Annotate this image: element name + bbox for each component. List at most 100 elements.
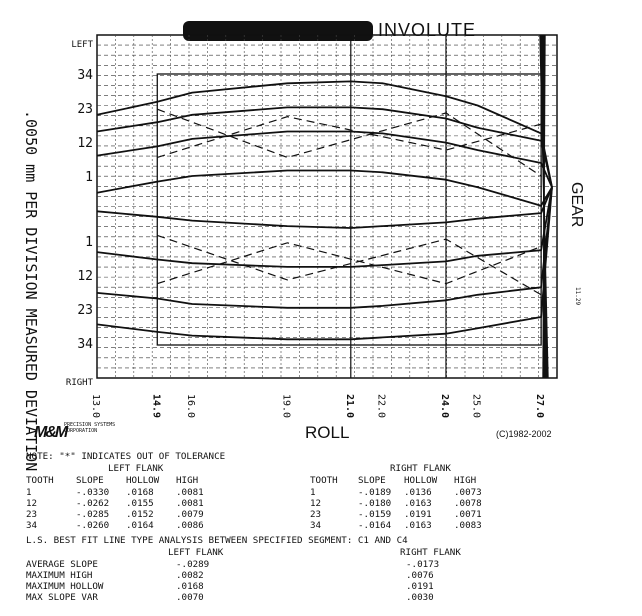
- summary-right-value: .0030: [406, 592, 434, 603]
- right-flank-cell: .0163: [404, 520, 432, 531]
- right-flank-trace-23: [96, 187, 553, 309]
- x-tick-label: 13.0: [90, 394, 101, 418]
- right-flank-trace-1: [96, 186, 553, 229]
- company-logo: M&M PRECISION SYSTEMS CORPORATION: [34, 420, 124, 442]
- left-flank-cell: .0168: [126, 487, 154, 498]
- left-flank-cell: .0081: [176, 498, 204, 509]
- left-flank-cell: .0086: [176, 520, 204, 531]
- right-flank-cell: -.0159: [358, 509, 392, 520]
- left-col-header: HIGH: [176, 475, 199, 486]
- right-col-header: HIGH: [454, 475, 477, 486]
- summary-left-value: .0168: [176, 581, 204, 592]
- right-flank-cell: .0071: [454, 509, 482, 520]
- left-col-header: HOLLOW: [126, 475, 160, 486]
- left-flank-cell: 1: [26, 487, 32, 498]
- summary-left-title: LEFT FLANK: [168, 547, 224, 558]
- right-flank-trace-12: [96, 187, 553, 268]
- logo-text: PRECISION SYSTEMS CORPORATION: [64, 422, 116, 434]
- y-tick-label: 23: [77, 102, 93, 117]
- y-tick-label: RIGHT: [66, 378, 94, 388]
- copyright: (C)1982-2002: [496, 429, 552, 439]
- left-flank-cell: -.0260: [76, 520, 110, 531]
- right-flank-cell: 23: [310, 509, 322, 520]
- summary-right-value: -.0173: [406, 559, 440, 570]
- right-flank-trace-34: [96, 187, 553, 341]
- y-tick-label: 34: [77, 68, 93, 83]
- right-flank-cell: .0163: [404, 498, 432, 509]
- right-col-header: HOLLOW: [404, 475, 438, 486]
- y-tick-label: 23: [77, 303, 93, 318]
- y-tick-label: 1: [85, 170, 93, 185]
- x-tick-label: 19.0: [280, 394, 291, 418]
- y-tick-label: 34: [77, 337, 93, 352]
- tolerance-line: [157, 108, 542, 177]
- x-tick-label: 25.0: [471, 394, 482, 418]
- report-note: NOTE: "*" INDICATES OUT OF TOLERANCE: [26, 451, 226, 462]
- tolerance-line: [157, 242, 542, 285]
- left-flank-cell: -.0262: [76, 498, 110, 509]
- logo-mark: M&M: [34, 424, 68, 441]
- right-flank-cell: 1: [310, 487, 316, 498]
- left-flank-cell: .0164: [126, 520, 154, 531]
- y-tick-label: 1: [85, 235, 93, 250]
- right-flank-cell: 34: [310, 520, 322, 531]
- y-tick-label: LEFT: [71, 40, 93, 50]
- summary-right-value: .0076: [406, 570, 434, 581]
- summary-left-value: .0070: [176, 592, 204, 603]
- evaluation-box: [156, 73, 542, 346]
- left-col-header: TOOTH: [26, 475, 54, 486]
- x-axis-label: ROLL: [305, 423, 350, 442]
- right-flank-cell: .0073: [454, 487, 482, 498]
- left-flank-cell: .0079: [176, 509, 204, 520]
- right-flank-cell: .0191: [404, 509, 432, 520]
- left-flank-cell: 12: [26, 498, 38, 509]
- right-col-header: SLOPE: [358, 475, 386, 486]
- analysis-report: NOTE: "*" INDICATES OUT OF TOLERANCE LEF…: [26, 451, 626, 616]
- x-tick-label: 21.0: [344, 394, 355, 418]
- right-flank-cell: .0083: [454, 520, 482, 531]
- ls-analysis-line: L.S. BEST FIT LINE TYPE ANALYSIS BETWEEN…: [26, 535, 408, 546]
- scale-note: 11.29: [574, 287, 581, 306]
- x-tick-label: 14.9: [150, 394, 161, 418]
- right-flank-cell: .0136: [404, 487, 432, 498]
- x-tick-label: 27.0: [534, 394, 545, 418]
- right-flank-cell: -.0189: [358, 487, 392, 498]
- summary-label: MAX SLOPE VAR: [26, 592, 98, 603]
- left-flank-cell: .0155: [126, 498, 154, 509]
- gear-trace: [542, 34, 546, 379]
- left-flank-cell: -.0330: [76, 487, 110, 498]
- y-tick-label: 12: [77, 269, 93, 284]
- left-flank-title: LEFT FLANK: [108, 463, 164, 474]
- x-tick-label: 22.0: [376, 394, 387, 418]
- right-flank-cell: -.0164: [358, 520, 392, 531]
- summary-right-value: .0191: [406, 581, 434, 592]
- y-tick-label: 12: [77, 136, 93, 151]
- left-flank-cell: .0081: [176, 487, 204, 498]
- left-flank-cell: .0152: [126, 509, 154, 520]
- left-flank-cell: 34: [26, 520, 38, 531]
- left-flank-cell: 23: [26, 509, 38, 520]
- left-flank-trace-34: [96, 80, 553, 188]
- summary-label: MAXIMUM HIGH: [26, 570, 93, 581]
- right-flank-cell: -.0180: [358, 498, 392, 509]
- redacted-title-block: [183, 21, 373, 41]
- left-flank-trace-1: [96, 169, 553, 207]
- left-flank-trace-12: [96, 130, 553, 188]
- x-tick-label: 16.0: [185, 394, 196, 418]
- summary-right-title: RIGHT FLANK: [400, 547, 461, 558]
- right-flank-cell: 12: [310, 498, 322, 509]
- summary-label: AVERAGE SLOPE: [26, 559, 98, 570]
- gear-label: GEAR: [568, 182, 585, 228]
- tolerance-line: [157, 234, 542, 296]
- involute-chart: LEFT 34 23 12 1 1 12 23 34 RIGHT 13.0 14.9 16.0 19.0 2…: [66, 34, 558, 418]
- summary-left-value: -.0289: [176, 559, 210, 570]
- left-col-header: SLOPE: [76, 475, 104, 486]
- summary-label: MAXIMUM HOLLOW: [26, 581, 104, 592]
- left-flank-cell: -.0285: [76, 509, 110, 520]
- right-flank-title: RIGHT FLANK: [390, 463, 451, 474]
- left-flank-trace-23: [96, 106, 553, 188]
- right-col-header: TOOTH: [310, 475, 338, 486]
- right-flank-cell: .0078: [454, 498, 482, 509]
- summary-left-value: .0082: [176, 570, 204, 581]
- x-tick-label: 24.0: [439, 394, 450, 418]
